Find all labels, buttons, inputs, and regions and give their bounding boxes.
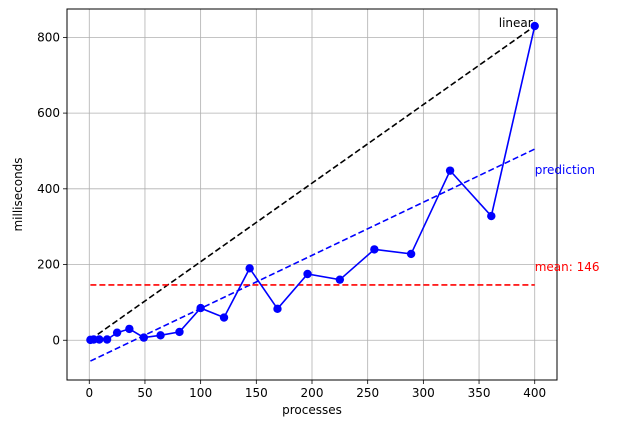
y-axis-label: milliseconds bbox=[11, 157, 25, 231]
data-point bbox=[335, 275, 345, 284]
plot-markers bbox=[86, 21, 539, 345]
data-point bbox=[196, 303, 205, 313]
data-point bbox=[95, 335, 104, 344]
data-point bbox=[245, 264, 254, 273]
x-tick-label: 400 bbox=[523, 386, 546, 400]
data-point bbox=[530, 21, 539, 31]
data-point bbox=[139, 333, 149, 342]
data-point bbox=[406, 249, 416, 259]
y-tick-label: 200 bbox=[37, 258, 60, 272]
data-point bbox=[125, 324, 134, 334]
prediction-label: prediction bbox=[535, 163, 595, 177]
data-point bbox=[219, 313, 229, 322]
line-labels: linear prediction mean: 146 bbox=[499, 16, 600, 274]
y-tick-label: 800 bbox=[37, 30, 60, 44]
grid bbox=[67, 9, 557, 380]
data-point bbox=[156, 331, 165, 340]
x-tick-label: 250 bbox=[356, 386, 379, 400]
data-point bbox=[112, 328, 122, 337]
y-tick-label: 0 bbox=[52, 333, 60, 347]
x-tick-label: 350 bbox=[468, 386, 491, 400]
data-point bbox=[175, 327, 184, 337]
data-point bbox=[303, 269, 312, 279]
x-tick-label: 150 bbox=[245, 386, 268, 400]
x-axis: 0 50 100 150 200 250 300 350 400 bbox=[85, 380, 546, 400]
x-tick-label: 200 bbox=[301, 386, 324, 400]
linear-label: linear bbox=[499, 16, 533, 30]
x-tick-label: 100 bbox=[189, 386, 212, 400]
data-point bbox=[273, 304, 282, 314]
plot-lines bbox=[89, 25, 536, 362]
prediction-line bbox=[90, 148, 536, 362]
y-axis: 0 200 400 600 800 bbox=[37, 30, 67, 347]
linear-line bbox=[89, 25, 536, 341]
x-axis-label: processes bbox=[282, 403, 342, 417]
y-tick-label: 600 bbox=[37, 106, 60, 120]
x-tick-label: 50 bbox=[137, 386, 152, 400]
data-point bbox=[445, 166, 455, 175]
data-point bbox=[102, 335, 112, 344]
data-point bbox=[370, 245, 379, 254]
mean-label: mean: 146 bbox=[535, 260, 600, 274]
x-tick-label: 0 bbox=[85, 386, 93, 400]
data-point bbox=[487, 211, 496, 221]
x-tick-label: 300 bbox=[412, 386, 435, 400]
y-tick-label: 400 bbox=[37, 182, 60, 196]
